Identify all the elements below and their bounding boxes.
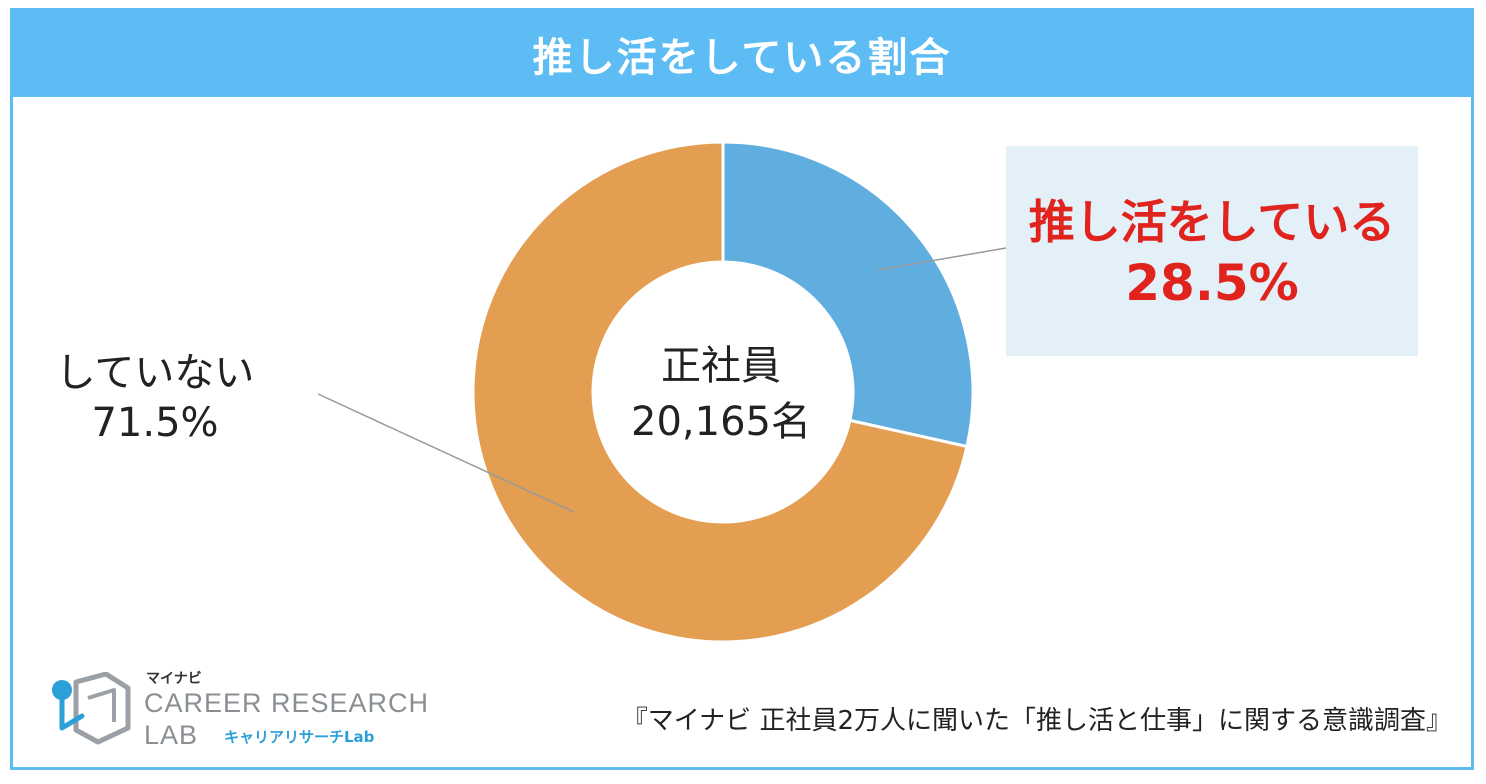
leader-line-active: [877, 247, 1007, 271]
slice-inactive: [471, 140, 969, 644]
logo-mynavi-text: マイナビ: [146, 671, 202, 687]
donut-slices: [471, 140, 975, 644]
slice-active: [721, 140, 975, 449]
career-research-lab-logo: マイナビ CAREER RESEARCH LAB キャリアリサーチLab: [48, 668, 428, 752]
center-label-line2: 20,165名: [631, 399, 811, 445]
lab-cube-icon: [52, 672, 131, 745]
inactive-label-group: していない 71.5%: [50, 348, 260, 448]
active-slice-label: 推し活をしている: [1028, 195, 1396, 249]
center-label-line1: 正社員: [661, 343, 781, 389]
chart-frame: 推し活をしている割合: [10, 8, 1474, 770]
inactive-slice-label: していない: [55, 350, 255, 396]
logo-main-text: CAREER RESEARCH: [144, 688, 430, 718]
active-slice-value: 28.5%: [1125, 254, 1299, 312]
donut-center-label: 正社員 20,165名: [596, 338, 846, 450]
callout-box: 推し活をしている 28.5%: [1006, 146, 1418, 356]
source-note: 『マイナビ 正社員2万人に聞いた「推し活と仕事」に関する意識調査』: [621, 706, 1452, 736]
leader-line-inactive: [317, 393, 575, 513]
chart-title: 推し活をしている割合: [532, 35, 952, 81]
inactive-slice-value: 71.5%: [91, 400, 219, 446]
logo-lab-text: LAB: [144, 720, 199, 750]
logo-sub-text: キャリアリサーチLab: [224, 728, 375, 746]
title-bar: 推し活をしている割合: [13, 11, 1471, 97]
